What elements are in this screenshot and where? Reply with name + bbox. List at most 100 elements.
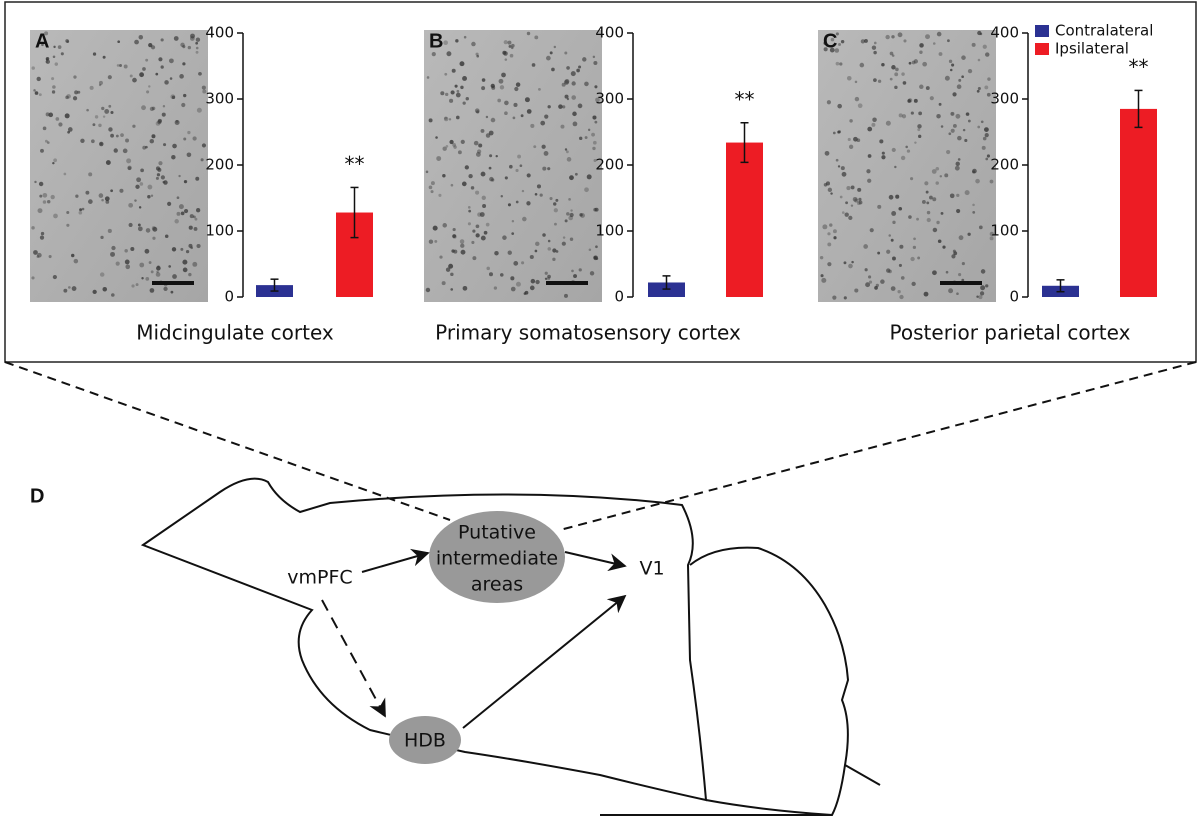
cell [51, 90, 56, 94]
cell [952, 123, 957, 128]
cell [839, 195, 843, 199]
cell [840, 166, 845, 171]
cell [932, 197, 937, 202]
cell [473, 140, 479, 146]
cell [446, 51, 452, 57]
cell [489, 154, 493, 158]
cell [68, 286, 71, 289]
cell [452, 227, 456, 232]
cell [586, 174, 592, 180]
cell [565, 150, 569, 154]
cell [890, 238, 894, 242]
significance: ** [345, 152, 365, 176]
cell [428, 239, 434, 244]
cell [130, 246, 135, 251]
cell [450, 90, 455, 95]
cell [569, 212, 574, 218]
cell [949, 68, 953, 72]
cell [868, 280, 873, 284]
cell [141, 105, 146, 111]
cell [134, 39, 139, 45]
cell [108, 104, 112, 108]
cell [195, 46, 199, 50]
cell [865, 282, 871, 288]
cell [592, 115, 597, 120]
cell [73, 258, 79, 264]
cell [169, 77, 173, 80]
panel-label: A [35, 30, 49, 52]
micrograph [30, 30, 208, 302]
cell [540, 120, 546, 126]
cell [914, 141, 917, 144]
cell [872, 117, 877, 122]
cell [866, 169, 871, 174]
cell [425, 287, 431, 293]
brain-outline [140, 477, 708, 802]
cell [132, 124, 136, 128]
cell [834, 48, 840, 53]
cell [574, 172, 578, 176]
cell [558, 104, 563, 109]
cell [952, 92, 957, 97]
cell [902, 81, 907, 85]
cell [448, 118, 452, 121]
error-bar [740, 122, 749, 164]
cell [913, 98, 918, 103]
cell [501, 72, 506, 78]
cell [919, 50, 923, 54]
cell [562, 236, 566, 239]
cell [50, 194, 55, 200]
cell [195, 41, 199, 45]
cell [145, 145, 148, 149]
cell [194, 217, 198, 221]
cell [152, 236, 156, 240]
cell [932, 42, 936, 45]
cell [111, 293, 115, 297]
cell [45, 112, 50, 117]
cell [898, 206, 903, 211]
cell [570, 209, 573, 212]
cell [563, 293, 568, 298]
cell [564, 94, 569, 99]
cell [144, 248, 150, 254]
cell [520, 114, 524, 118]
cell [124, 259, 130, 265]
cell [125, 264, 131, 270]
cell [188, 272, 192, 277]
cell [507, 250, 512, 255]
cell [115, 134, 119, 138]
cell [459, 61, 465, 67]
cell [475, 233, 480, 238]
cell [894, 165, 897, 169]
cell [511, 43, 515, 48]
cell [195, 37, 201, 42]
cell [136, 177, 142, 183]
cell [454, 84, 458, 88]
cell [918, 134, 922, 139]
cell [566, 212, 570, 216]
y-tick-label: 200 [595, 156, 624, 174]
legend-swatch [1035, 25, 1049, 37]
cell [110, 251, 116, 257]
cell [821, 277, 827, 283]
cell [864, 268, 868, 272]
cell [119, 64, 122, 67]
cell [168, 265, 172, 268]
cell [66, 211, 70, 215]
cell [871, 122, 876, 127]
cell [547, 247, 552, 251]
cell [445, 144, 449, 148]
cell [900, 276, 905, 280]
cell [871, 45, 877, 50]
cell [442, 173, 446, 178]
cell [591, 132, 595, 137]
cell [66, 223, 70, 227]
cell [180, 247, 184, 251]
cell [919, 43, 924, 48]
cell [511, 232, 515, 235]
cell [156, 265, 161, 271]
cell [460, 85, 464, 90]
cell [430, 181, 435, 186]
cell [572, 121, 578, 127]
cell [833, 236, 837, 240]
